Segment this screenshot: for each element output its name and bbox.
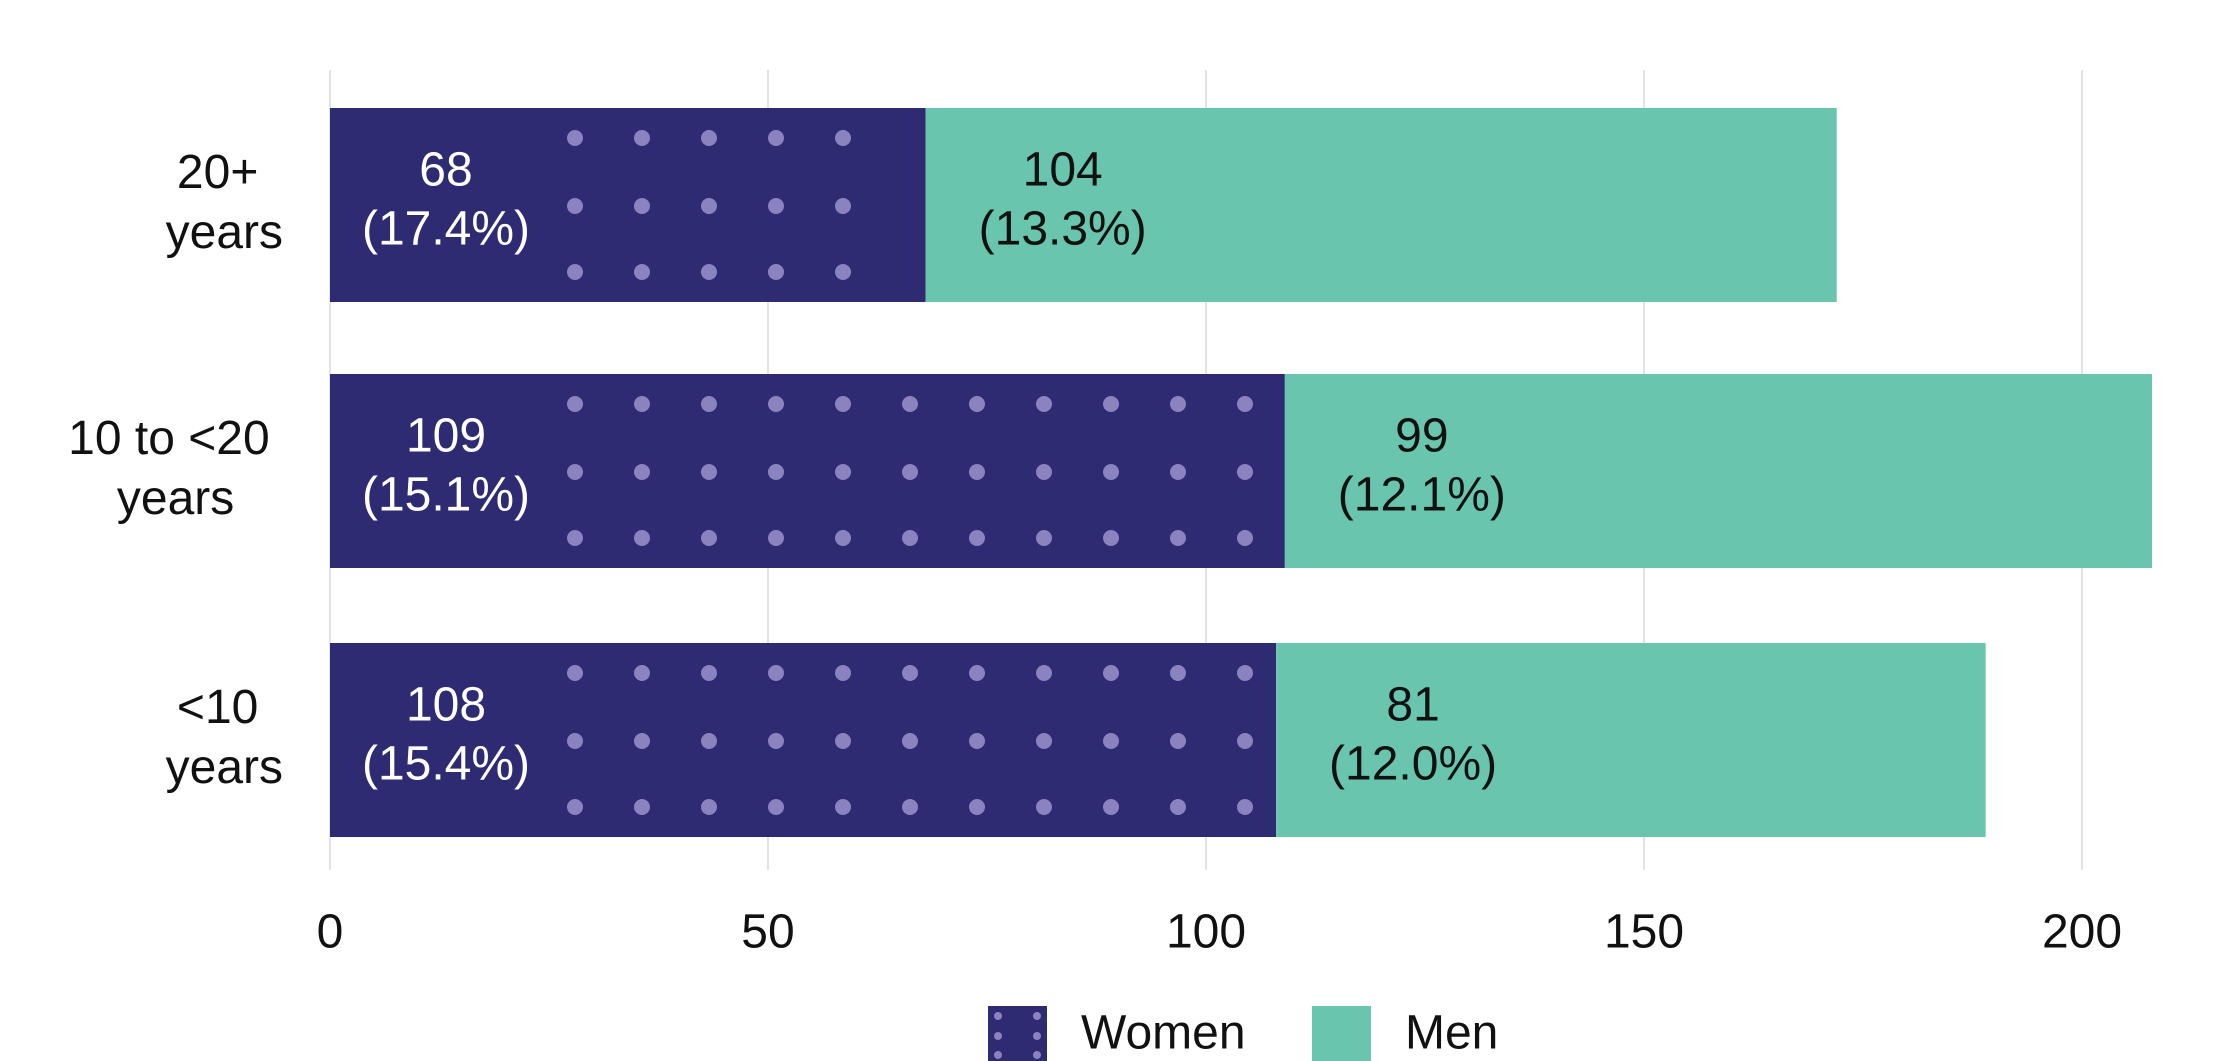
dot-pattern [567, 130, 851, 280]
share-label: (15.4%) [362, 738, 530, 791]
y-tick-label: 20+ years [166, 146, 283, 259]
legend-label: Women [1081, 1007, 1246, 1060]
legend-item: Women [988, 1006, 1246, 1061]
x-tick-label: 200 [2042, 906, 2122, 959]
x-tick-label: 100 [1166, 906, 1246, 959]
value-label: 81 [1386, 679, 1439, 732]
x-tick-label: 50 [741, 906, 794, 959]
share-label: (15.1%) [362, 469, 530, 522]
value-label: 104 [1023, 144, 1103, 197]
dot-pattern [567, 665, 1253, 815]
legend-label: Men [1405, 1007, 1498, 1060]
bar [1284, 374, 2153, 568]
value-label: 108 [406, 679, 486, 732]
bar [330, 374, 1285, 568]
bar [330, 108, 926, 302]
bar [925, 108, 1837, 302]
share-label: (17.4%) [362, 203, 530, 256]
y-tick-label: 10 to <20 years [68, 412, 283, 525]
share-label: (13.3%) [979, 203, 1147, 256]
x-tick-label: 150 [1604, 906, 1684, 959]
x-tick-label: 0 [317, 906, 344, 959]
legend-item: Men [1312, 1006, 1498, 1061]
value-label: 99 [1395, 410, 1448, 463]
share-label: (12.0%) [1329, 738, 1497, 791]
y-tick-label: <10 years [166, 681, 283, 794]
value-label: 68 [419, 144, 472, 197]
legend-swatch [1312, 1006, 1371, 1061]
share-label: (12.1%) [1338, 469, 1506, 522]
dot-pattern [567, 396, 1253, 546]
bar [1276, 643, 1986, 837]
value-label: 109 [406, 410, 486, 463]
